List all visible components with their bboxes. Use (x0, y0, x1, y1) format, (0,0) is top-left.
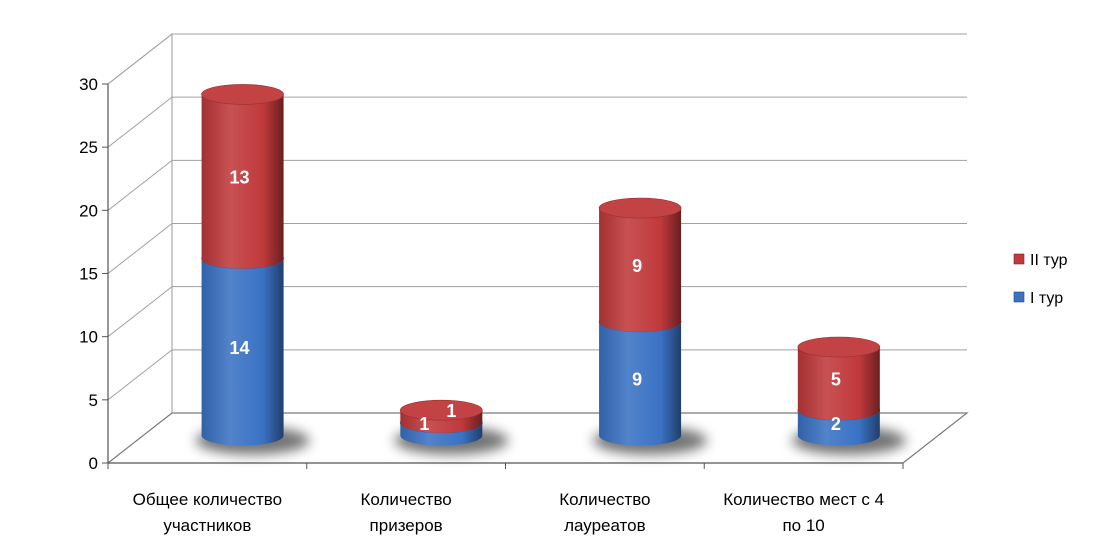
bar-segment (201, 84, 284, 269)
legend-label: II тур (1030, 252, 1068, 269)
data-label: 13 (230, 168, 250, 188)
bar-body (201, 94, 284, 269)
bar-body (599, 321, 682, 446)
bar-top (400, 399, 483, 421)
gridline (107, 96, 967, 148)
y-tick-label: 15 (79, 265, 98, 284)
data-label: 1 (446, 401, 456, 421)
bar-body (201, 258, 284, 446)
y-tick-label: 0 (89, 454, 98, 473)
gridline (107, 349, 967, 401)
data-label: 1 (419, 414, 429, 434)
data-label: 9 (632, 370, 642, 390)
legend: II тур I тур (1013, 252, 1068, 307)
x-category-label: Количество лауреатов (559, 490, 650, 535)
bar-segment (400, 399, 483, 433)
data-label: 14 (230, 338, 250, 358)
legend-item: I тур (1013, 290, 1063, 307)
data-label: 2 (831, 414, 841, 434)
bar-body (599, 208, 682, 332)
data-labels: 14 13 11 9 9 2 5 (230, 168, 841, 434)
x-category-label: Количество призеров (360, 490, 451, 535)
gridline (107, 286, 967, 338)
gridline (107, 33, 967, 85)
bar-segment (598, 197, 682, 332)
data-label: 9 (632, 256, 642, 276)
y-tick-label: 25 (79, 138, 98, 157)
legend-label: I тур (1030, 290, 1063, 307)
bar-top (598, 197, 682, 219)
bar-body (797, 347, 880, 421)
legend-swatch (1013, 253, 1025, 265)
bar-top (201, 84, 284, 105)
bars (195, 84, 906, 455)
gridlines (107, 33, 967, 401)
y-tick-label: 5 (89, 391, 98, 410)
y-tick-label: 10 (79, 328, 98, 347)
y-tick-label: 20 (79, 201, 98, 220)
gridline (107, 159, 967, 211)
x-category-label: Общее количество участников (133, 490, 282, 535)
data-label: 5 (831, 370, 841, 390)
bar-segment (797, 336, 881, 421)
y-tick-label: 30 (79, 75, 98, 94)
bar-top (797, 336, 881, 358)
gridline (107, 223, 967, 274)
floor-edge (107, 412, 969, 464)
legend-item: II тур (1013, 252, 1068, 269)
legend-swatch (1013, 291, 1025, 303)
x-category-label: Количество мест с 4 по 10 (723, 490, 884, 535)
